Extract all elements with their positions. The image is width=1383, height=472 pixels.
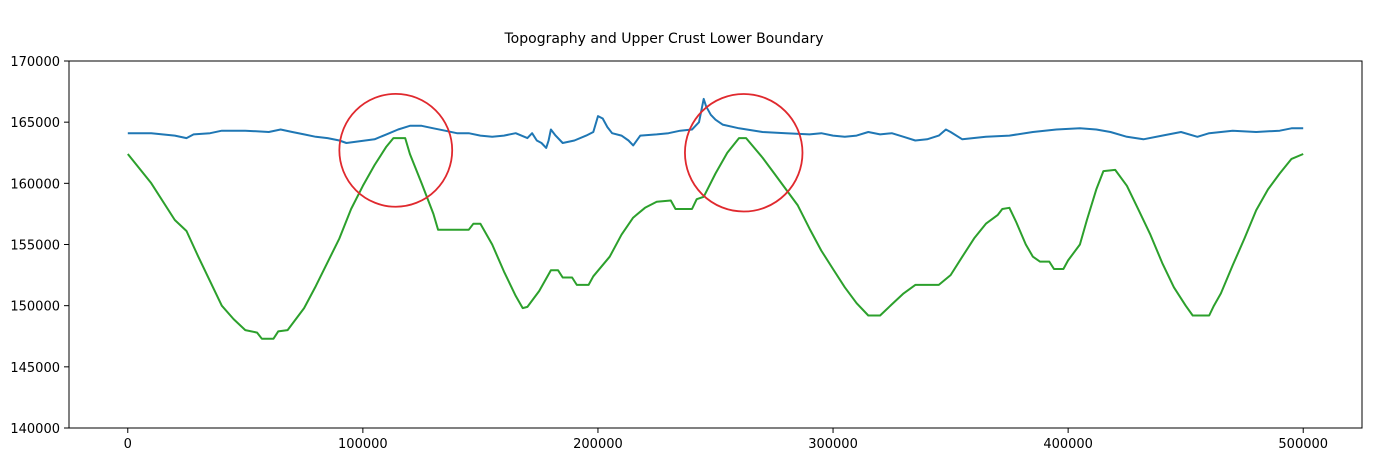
y-axis: 140000 145000 150000 155000 160000 165000 1700… [10,55,69,437]
x-tick-label: 400000 [1043,437,1093,452]
x-tick-label: 500000 [1278,437,1328,452]
highlight-circle-1 [338,92,454,208]
x-tick-label: 100000 [338,437,388,452]
y-tick-label: 140000 [10,422,60,437]
x-tick-label: 300000 [808,437,858,452]
y-tick-label: 155000 [10,239,60,254]
y-tick-label: 160000 [10,177,60,192]
y-tick-label: 170000 [10,55,60,70]
plot-frame [68,60,1363,429]
y-tick-label: 165000 [10,116,60,131]
x-axis: 0 100000 200000 300000 400000 500000 [124,428,1328,452]
plot-area [127,97,1304,340]
upper-crust-boundary-line [127,137,1304,340]
y-tick-label: 145000 [10,361,60,376]
highlight-circle-2 [684,93,804,213]
chart-title: Topography and Upper Crust Lower Boundar… [504,31,824,47]
y-tick-label: 150000 [10,300,60,315]
x-tick-label: 0 [124,437,132,452]
annotations [338,92,804,213]
x-tick-label: 200000 [573,437,623,452]
topography-line [127,97,1304,149]
